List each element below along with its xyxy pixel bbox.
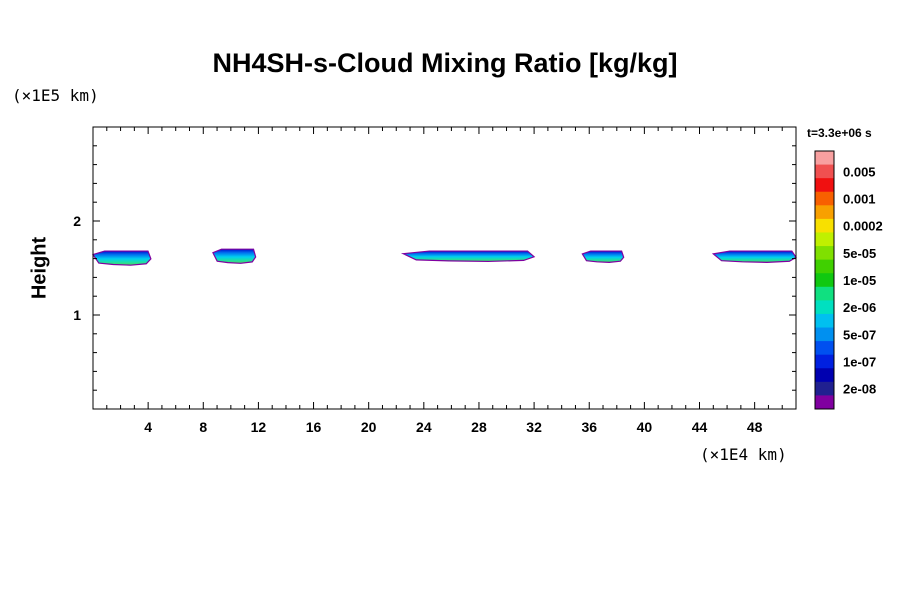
colorbar-swatch bbox=[815, 232, 834, 247]
colorbar-swatch bbox=[815, 313, 834, 329]
colorbar-label: 5e-05 bbox=[843, 246, 876, 261]
colorbar-label: 2e-06 bbox=[843, 300, 876, 315]
y-tick-label: 1 bbox=[73, 307, 81, 323]
colorbar-swatch bbox=[815, 273, 834, 288]
y-tick-label: 2 bbox=[73, 213, 81, 229]
x-tick-label: 16 bbox=[306, 419, 322, 435]
x-tick-label: 4 bbox=[144, 419, 152, 435]
plot-frame bbox=[92, 126, 797, 410]
x-tick-label: 8 bbox=[199, 419, 207, 435]
colorbar-swatch bbox=[815, 151, 834, 166]
colorbar-swatch bbox=[815, 300, 834, 315]
colorbar-label: 1e-05 bbox=[843, 273, 876, 288]
colorbar-swatch bbox=[815, 381, 834, 396]
colorbar-swatch bbox=[815, 246, 834, 261]
cloud-region bbox=[212, 248, 257, 264]
colorbar-swatch bbox=[815, 354, 834, 369]
x-tick-label: 12 bbox=[251, 419, 267, 435]
colorbar-label: 0.005 bbox=[843, 164, 876, 179]
x-tick-label: 20 bbox=[361, 419, 377, 435]
colorbar: 0.005 0.001 0.0002 5e-05 1e-05 2e-06 5e-07 1e-0… bbox=[814, 150, 883, 410]
colorbar-label: 1e-07 bbox=[843, 354, 876, 369]
colorbar-frame bbox=[814, 150, 835, 410]
colorbar-label: 2e-08 bbox=[843, 382, 876, 397]
chart-title: NH4SH-s-Cloud Mixing Ratio [kg/kg] bbox=[212, 48, 678, 78]
x-axis-unit: (×1E4 km) bbox=[700, 445, 787, 464]
colorbar-label: 5e-07 bbox=[843, 327, 876, 342]
colorbar-swatch bbox=[815, 259, 834, 274]
colorbar-label: 0.0002 bbox=[843, 219, 883, 234]
x-tick-label: 36 bbox=[581, 419, 597, 435]
x-tick-label: 40 bbox=[637, 419, 653, 435]
colorbar-swatch bbox=[815, 205, 834, 220]
colorbar-swatch bbox=[815, 286, 834, 301]
cloud-layer bbox=[92, 248, 797, 266]
colorbar-swatch bbox=[815, 395, 834, 410]
colorbar-label: 0.001 bbox=[843, 192, 876, 207]
cloud-region bbox=[400, 250, 536, 263]
y-axis-unit: (×1E5 km) bbox=[12, 86, 99, 105]
colorbar-swatch bbox=[815, 327, 834, 342]
cloud-region bbox=[92, 250, 152, 266]
colorbar-swatch bbox=[815, 368, 834, 383]
colorbar-swatch bbox=[815, 164, 834, 179]
x-tick-label: 48 bbox=[747, 419, 763, 435]
cloud-region bbox=[581, 250, 625, 263]
colorbar-swatch bbox=[815, 218, 834, 233]
cloud-region bbox=[711, 250, 797, 263]
colorbar-swatch bbox=[815, 191, 834, 206]
x-tick-label: 28 bbox=[471, 419, 487, 435]
time-label: t=3.3e+06 s bbox=[807, 126, 872, 140]
colorbar-swatch bbox=[815, 178, 834, 193]
x-tick-label: 44 bbox=[692, 419, 708, 435]
colorbar-swatch bbox=[815, 341, 834, 356]
x-tick-label: 32 bbox=[526, 419, 542, 435]
x-tick-label: 24 bbox=[416, 419, 432, 435]
